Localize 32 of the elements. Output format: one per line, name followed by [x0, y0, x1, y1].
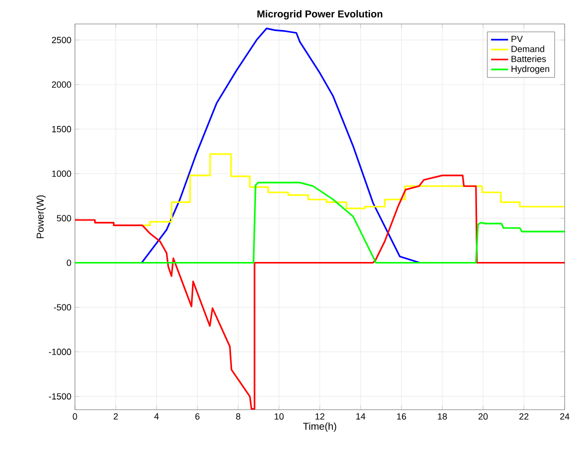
x-tick-label: 8 — [236, 413, 240, 420]
x-tick-label: 6 — [195, 413, 200, 420]
y-tick-label: 2000 — [52, 82, 72, 88]
line-series — [142, 153, 565, 226]
legend-label: Hydrogen — [512, 66, 550, 74]
y-tick-label: -1500 — [48, 393, 72, 400]
y-tick-label: 500 — [56, 215, 72, 222]
x-axis-title: Time(h) — [303, 422, 336, 432]
y-tick-label: -1000 — [48, 348, 72, 356]
y-tick-label: 2500 — [52, 36, 72, 44]
x-tick-label: 24 — [560, 413, 570, 420]
x-tick-label: 16 — [397, 413, 406, 420]
y-tick-label: 1000 — [52, 170, 72, 177]
line-series — [74, 182, 565, 264]
y-tick-label: 0 — [66, 260, 72, 266]
legend-label: PV — [512, 36, 523, 42]
x-tick-label: 2 — [114, 413, 118, 420]
line-series — [74, 174, 565, 410]
y-axis-title: Power(W) — [36, 195, 46, 238]
x-tick-label: 4 — [154, 413, 159, 420]
legend-label: Demand — [512, 46, 544, 52]
y-tick-label: 1500 — [52, 126, 72, 132]
x-tick-label: 12 — [316, 413, 324, 420]
x-tick-label: 10 — [274, 413, 284, 420]
chart-title: Microgrid Power Evolution — [257, 10, 382, 20]
x-tick-label: 14 — [356, 413, 366, 420]
legend-label: Batteries — [512, 56, 546, 62]
x-tick-label: 0 — [72, 413, 78, 420]
x-tick-label: 22 — [519, 413, 528, 420]
y-tick-label: -500 — [54, 304, 72, 311]
x-tick-label: 18 — [438, 413, 447, 420]
x-tick-label: 20 — [478, 413, 488, 420]
